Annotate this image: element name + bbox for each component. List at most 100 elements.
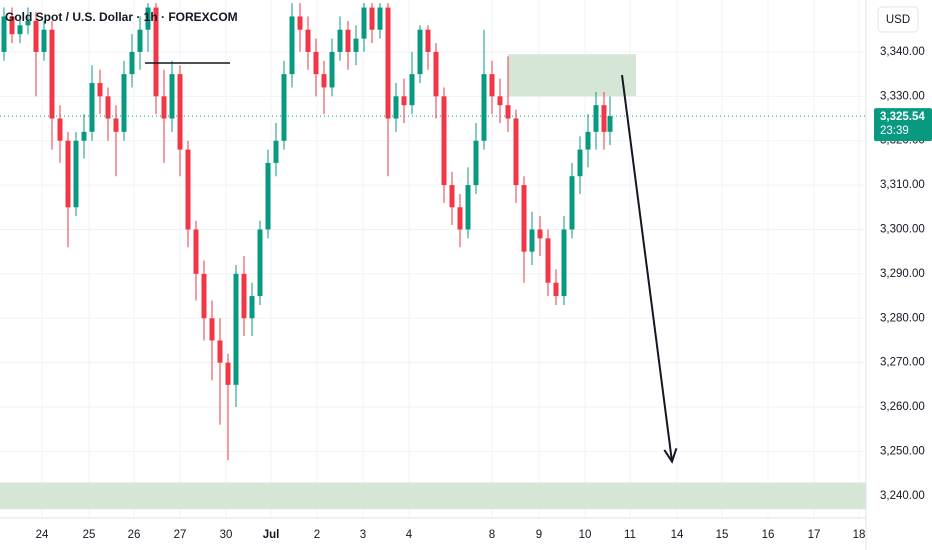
candle-body xyxy=(481,74,487,141)
y-tick-label: 3,340.00 xyxy=(880,46,925,58)
x-tick-label: 11 xyxy=(624,529,636,541)
candle-body xyxy=(513,118,519,186)
candle-body xyxy=(249,296,255,319)
candle-body xyxy=(545,238,551,283)
x-tick-label: 16 xyxy=(762,529,775,541)
candle-body xyxy=(441,96,447,186)
candle-body xyxy=(489,74,495,97)
x-tick-label: 26 xyxy=(128,529,141,541)
candle-body xyxy=(361,7,367,39)
price-tag-label: 3,325.54 xyxy=(880,111,925,123)
x-tick-label: 4 xyxy=(406,529,413,541)
candle-body xyxy=(457,207,463,230)
x-tick-label: 18 xyxy=(853,529,866,541)
x-tick-label: 25 xyxy=(83,529,96,541)
axes: 3,240.00 3,250.00 3,260.00 3,270.00 3,280.00… xyxy=(36,46,925,541)
candle-body xyxy=(241,273,247,319)
candle-body xyxy=(217,340,223,363)
candle-body xyxy=(553,282,559,297)
candle-body xyxy=(593,105,599,132)
candle-body xyxy=(401,96,407,106)
y-tick-label: 3,240.00 xyxy=(880,490,925,502)
x-tick-label: 3 xyxy=(360,529,366,541)
x-tick-label: 30 xyxy=(220,529,233,541)
candle-body xyxy=(209,318,215,341)
x-tick-label: 27 xyxy=(174,529,187,541)
candle-body xyxy=(113,118,119,132)
x-tick-label: 24 xyxy=(36,529,49,541)
y-tick-label: 3,330.00 xyxy=(880,90,925,102)
candle-body xyxy=(505,105,511,119)
candle-body xyxy=(81,131,87,141)
grid xyxy=(0,0,866,518)
zone xyxy=(0,482,866,510)
candle-body xyxy=(497,96,503,106)
candle-body xyxy=(225,362,231,385)
candle-body xyxy=(313,51,319,75)
candle-body xyxy=(537,229,543,239)
candle-body xyxy=(561,229,567,297)
candle-body xyxy=(385,7,391,119)
candle-body xyxy=(409,74,415,106)
zone xyxy=(508,54,636,97)
price-tag xyxy=(874,108,932,142)
candle-body xyxy=(329,51,335,88)
x-tick-label: 10 xyxy=(579,529,592,541)
candle-body xyxy=(41,29,47,52)
candle-body xyxy=(185,149,191,230)
y-tick-label: 3,270.00 xyxy=(880,357,925,369)
candle-body xyxy=(377,7,383,30)
candle-body xyxy=(433,51,439,97)
candle-body xyxy=(9,16,15,35)
candle-body xyxy=(345,29,351,52)
candle-body xyxy=(417,29,423,75)
candle-body xyxy=(337,29,343,52)
candle-body xyxy=(297,16,303,30)
candle-body xyxy=(257,229,263,297)
candle-body xyxy=(369,7,375,30)
chart-title: Gold Spot / U.S. Dollar · 1h · FOREXCOM xyxy=(5,10,238,24)
candle-body xyxy=(201,273,207,319)
candle-body xyxy=(89,83,95,132)
candle-body xyxy=(153,7,159,97)
candle-body xyxy=(233,273,239,385)
candle-body xyxy=(569,176,575,230)
y-tick-label: 3,300.00 xyxy=(880,224,925,236)
candle-body xyxy=(49,29,55,119)
candle-body xyxy=(465,185,471,230)
candle-body xyxy=(529,229,535,252)
candle-body xyxy=(177,74,183,150)
x-tick-label: 8 xyxy=(489,529,495,541)
candle-body xyxy=(33,20,39,52)
candle-body xyxy=(17,25,23,35)
candle-body xyxy=(169,74,175,119)
candle-body xyxy=(425,29,431,52)
y-tick-label: 3,290.00 xyxy=(880,268,925,280)
x-tick-label: 15 xyxy=(716,529,729,541)
candle-body xyxy=(521,185,527,252)
candle-body xyxy=(57,118,63,141)
candle-body xyxy=(305,29,311,52)
countdown: 23:39 xyxy=(880,125,909,137)
candle-body xyxy=(145,7,151,30)
candle-body xyxy=(105,96,111,119)
candle-body xyxy=(121,74,127,132)
candle-body xyxy=(265,162,271,230)
candle-body xyxy=(161,96,167,119)
y-tick-label: 3,250.00 xyxy=(880,445,925,457)
candle-body xyxy=(393,96,399,119)
x-tick-label: 2 xyxy=(314,529,320,541)
x-tick-label: 14 xyxy=(671,529,684,541)
candle-body xyxy=(73,140,79,208)
y-tick-label: 3,280.00 xyxy=(880,312,925,324)
candle-body xyxy=(585,131,591,150)
candle-body xyxy=(281,74,287,141)
currency-button[interactable] xyxy=(877,6,919,33)
currency[interactable]: USD xyxy=(886,14,910,26)
x-tick-label: 9 xyxy=(536,529,542,541)
candle-body xyxy=(601,105,607,132)
candle-body xyxy=(321,74,327,88)
y-tick-label: 3,260.00 xyxy=(880,401,925,413)
